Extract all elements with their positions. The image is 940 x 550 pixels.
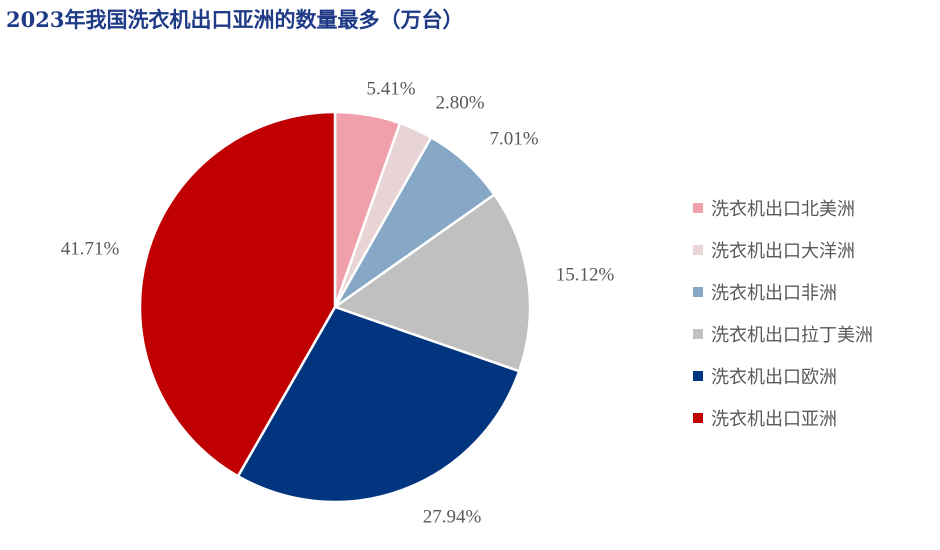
legend-item: 洗衣机出口非洲 [693,271,873,313]
legend-item: 洗衣机出口亚洲 [693,397,873,439]
legend-label: 洗衣机出口北美洲 [711,199,855,220]
pie-slice-6 [138,110,337,478]
pie-slices [138,110,532,504]
legend: 洗衣机出口北美洲 洗衣机出口大洋洲 洗衣机出口非洲洗衣机出口拉丁美洲 洗衣机出口欧洲洗… [693,187,873,439]
legend-swatch [693,329,703,339]
legend-label: 洗衣机出口非洲 [711,283,837,304]
legend-item: 洗衣机出口大洋洲 [693,229,873,271]
legend-item: 洗衣机出口北美洲 [693,187,873,229]
slice-value-label: 15.12% [556,264,615,285]
slice-value-label: 2.80% [435,92,484,113]
slice-value-label: 7.01% [489,128,538,149]
pie-slice-4 [333,193,532,373]
legend-swatch [693,287,703,297]
legend-swatch [693,371,703,381]
legend-label: 洗衣机出口拉丁美洲 [711,325,873,346]
legend-label: 洗衣机出口亚洲 [711,409,837,430]
slice-value-label: 27.94% [423,506,482,527]
slice-value-label: 41.71% [61,238,120,259]
legend-swatch [693,413,703,423]
legend-item: 洗衣机出口欧洲 [693,355,873,397]
legend-swatch [693,203,703,213]
legend-label: 洗衣机出口大洋洲 [711,241,855,262]
legend-swatch [693,245,703,255]
legend-label: 洗衣机出口欧洲 [711,367,837,388]
pie-value-labels: 5.41% 2.80%7.01% 15.12% 27.94% 41.71% [61,78,615,527]
chart-title: 2023年我国洗衣机出口亚洲的数量最多（万台） [6,7,464,32]
slice-value-label: 5.41% [366,78,415,99]
legend-item: 洗衣机出口拉丁美洲 [693,313,873,355]
